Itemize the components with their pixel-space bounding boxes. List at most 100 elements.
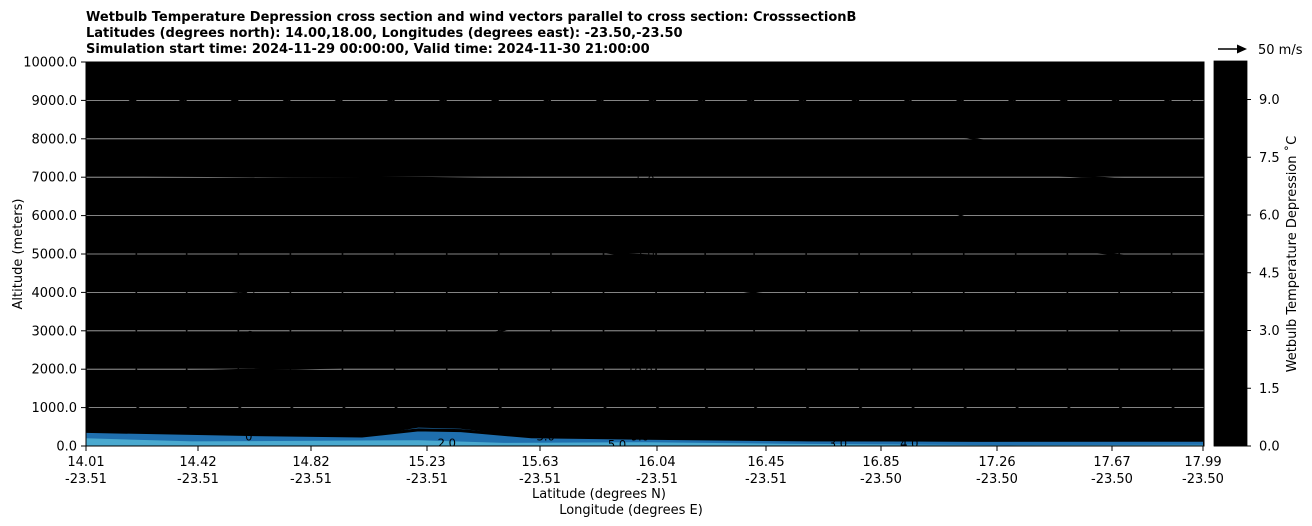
wind-vector (1066, 230, 1069, 232)
field-band (86, 284, 1204, 290)
wind-vector (858, 368, 861, 371)
wind-vector-head (81, 133, 85, 136)
wind-vector-head (550, 387, 554, 390)
wind-vector (1066, 368, 1069, 371)
wind-vector (445, 230, 448, 232)
wind-vector (910, 349, 913, 351)
colorbar-band (1214, 330, 1247, 351)
contour-line-8.0 (86, 337, 246, 342)
wind-vector (341, 272, 344, 275)
contour-label: 0 (245, 429, 252, 443)
wind-vector-head (802, 172, 806, 175)
wind-vector-head (237, 387, 241, 390)
wind-vector-head (129, 117, 135, 122)
wind-vector-head (650, 133, 655, 137)
wind-vector (858, 329, 861, 332)
wind-vector (185, 253, 188, 255)
field-band (86, 84, 1204, 90)
colorbar-ticks: 0.0 1.5 3.0 4.5 6.0 7.5 9.0 (1247, 93, 1280, 455)
wind-vector-head (1163, 97, 1170, 103)
wind-vector (655, 272, 658, 275)
wind-vector-head (133, 172, 137, 175)
wind-vector-head (392, 191, 396, 194)
wind-vector-head (1166, 133, 1170, 137)
x-tick-label-lon: -23.51 (290, 472, 332, 487)
x-tick-label-lon: -23.51 (636, 472, 678, 487)
wind-vector-head (83, 172, 86, 175)
x-tick-label-lat: 16.04 (638, 455, 675, 470)
wind-vector-head (1009, 117, 1014, 122)
wind-vector-head (341, 387, 345, 390)
wind-key-label: 50 m/s (1258, 43, 1303, 58)
wind-vector-head (186, 406, 190, 409)
wind-vector-head (748, 133, 753, 137)
wind-vector-head (1167, 152, 1171, 156)
wind-vector-head (186, 425, 190, 429)
y-tick-label: 5000.0 (32, 248, 78, 263)
x-tick-label-lat: 17.99 (1184, 455, 1221, 470)
wind-vector-head (1015, 406, 1019, 409)
wind-vector-head (653, 191, 657, 194)
wind-vector-head (130, 133, 135, 137)
wind-vector-head (1116, 191, 1120, 194)
contour-label: 2.0 (438, 436, 456, 450)
wind-vector-head (959, 152, 963, 156)
field-band (86, 126, 1204, 132)
wind-vector-head (753, 387, 757, 390)
wind-vector (237, 230, 240, 232)
x-tick-label-lon: -23.51 (519, 472, 561, 487)
wind-vector (1118, 230, 1121, 232)
wind-vector-head (750, 172, 754, 175)
wind-vector (445, 291, 448, 294)
wind-vector-head (859, 406, 863, 409)
field-band (86, 376, 1204, 382)
wind-vector (1014, 253, 1017, 255)
wind-vector-head (394, 406, 398, 409)
field-band (86, 134, 1204, 140)
wind-vector (602, 230, 605, 232)
wind-vector-head (652, 172, 656, 175)
wind-vector-head (131, 152, 136, 156)
field-band (86, 349, 1204, 355)
wind-vector (497, 253, 500, 255)
wind-vector-head (909, 191, 913, 194)
field-band (86, 249, 1204, 255)
wind-vector (1170, 329, 1173, 332)
wind-vector-head (86, 406, 90, 409)
wind-vector-head (287, 172, 291, 175)
wind-vector (962, 368, 965, 371)
wind-vector-head (751, 191, 755, 194)
colorbar-band (1214, 388, 1247, 408)
contour-label: 1.0 (1187, 93, 1201, 111)
wind-vector-head (701, 172, 705, 175)
wind-vector-head (342, 406, 346, 409)
wind-vector (704, 272, 707, 275)
colorbar-band (1214, 292, 1247, 312)
contour-lines (86, 90, 1204, 379)
wind-vector-head (491, 97, 497, 103)
wind-vector (393, 230, 396, 232)
wind-vector (858, 230, 861, 232)
wind-vector-head (696, 74, 703, 80)
wind-vector (1014, 329, 1017, 332)
field-band (86, 222, 1204, 228)
x-tick-label-lat: 14.42 (179, 455, 216, 470)
wind-vector-head (445, 210, 449, 214)
colorbar-tick-label: 0.0 (1259, 440, 1280, 455)
y-tick-label: 3000.0 (32, 324, 78, 339)
field-layer (86, 62, 1204, 446)
wind-vector-head (1059, 97, 1066, 103)
wind-vector-head (656, 425, 660, 429)
wind-vector-head (1112, 117, 1118, 122)
wind-vector-head (340, 191, 344, 194)
wind-vector-head (1119, 425, 1123, 429)
field-band (86, 280, 1204, 286)
wind-vector-head (647, 74, 654, 80)
x-axis-label-longitude: Longitude (degrees E) (559, 503, 703, 518)
x-tick-label-lat: 14.82 (292, 455, 329, 470)
wind-vector (753, 310, 756, 313)
field-band (86, 345, 1204, 351)
wind-vector (1066, 329, 1069, 332)
field-band (86, 138, 1204, 144)
wind-vector (1170, 253, 1173, 255)
